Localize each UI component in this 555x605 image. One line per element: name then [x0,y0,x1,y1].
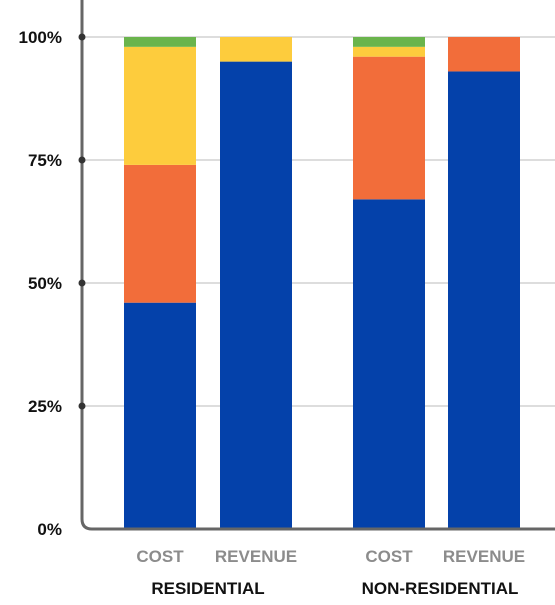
category-label-revenue-1: REVENUE [215,547,297,566]
category-label-revenue-3: REVENUE [443,547,525,566]
ytick-label-25pct: 25% [28,397,62,416]
axes [78,0,555,531]
bar-segment-2-1 [353,56,425,200]
ytick-label-0pct: 0% [37,520,62,539]
ytick-label-75pct: 75% [28,151,62,170]
bar-segment-2-2 [353,46,425,57]
bar-segment-2-3 [353,37,425,47]
category-label-cost-2: COST [365,547,413,566]
ytick-label-50pct: 50% [28,274,62,293]
bar-segment-3-1 [448,37,520,72]
bar-segment-0-2 [124,46,196,165]
bar-segment-2-0 [353,199,425,530]
bar-segment-0-0 [124,302,196,529]
bar-segment-3-0 [448,71,520,529]
ytick-marker-100pct [78,33,86,41]
category-label-cost-0: COST [136,547,184,566]
group-label-non-residential: NON-RESIDENTIAL [362,579,519,598]
bar-segment-1-2 [220,37,292,62]
bar-segment-0-3 [124,37,196,47]
ytick-marker-50pct [78,279,86,287]
labels: 0% 25% 50% 75% 100% COST REVENUE COST REVENUE RES… [19,28,526,598]
ytick-label-100pct: 100% [19,28,62,47]
axis-lines [80,0,555,531]
ytick-marker-75pct [78,156,86,164]
ytick-marker-25pct [78,402,86,410]
bar-segment-0-1 [124,164,196,303]
bars [124,37,520,530]
group-label-residential: RESIDENTIAL [151,579,264,598]
bar-segment-1-0 [220,61,292,529]
